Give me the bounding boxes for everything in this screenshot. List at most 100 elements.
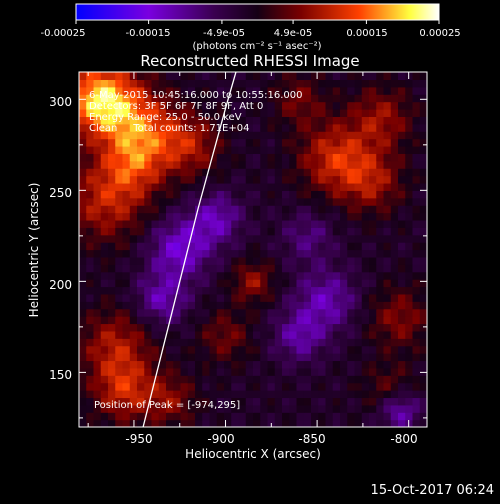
heatmap-cell bbox=[390, 353, 399, 362]
heatmap-cell bbox=[369, 271, 377, 280]
heatmap-cell bbox=[238, 382, 247, 391]
heatmap-cell bbox=[151, 94, 160, 103]
heatmap-cell bbox=[93, 175, 102, 184]
heatmap-cell bbox=[289, 382, 298, 391]
heatmap-cell bbox=[369, 108, 377, 117]
heatmap-cell bbox=[187, 279, 196, 288]
y-tick-label: 150 bbox=[49, 368, 72, 382]
heatmap-cell bbox=[325, 219, 334, 228]
heatmap-cell bbox=[122, 182, 131, 191]
heatmap-cell bbox=[376, 264, 385, 273]
heatmap-cell bbox=[144, 382, 153, 391]
heatmap-cell bbox=[224, 338, 232, 347]
heatmap-cell bbox=[325, 308, 334, 317]
heatmap-cell bbox=[238, 205, 247, 214]
heatmap-cell bbox=[376, 205, 385, 214]
heatmap-cell bbox=[173, 227, 182, 236]
heatmap-cell bbox=[332, 101, 341, 110]
heatmap-cell bbox=[151, 404, 160, 413]
heatmap-cell bbox=[390, 256, 399, 265]
heatmap-cell bbox=[144, 390, 153, 399]
heatmap-cell bbox=[209, 323, 218, 332]
heatmap-cell bbox=[129, 94, 138, 103]
heatmap-cell bbox=[115, 242, 124, 251]
heatmap-cell bbox=[224, 123, 232, 132]
heatmap-cell bbox=[311, 227, 319, 236]
heatmap-cell bbox=[122, 138, 131, 147]
heatmap-cell bbox=[180, 360, 189, 369]
heatmap-cell bbox=[115, 175, 124, 184]
heatmap-cell bbox=[390, 360, 399, 369]
heatmap-cell bbox=[340, 131, 348, 140]
heatmap-cell bbox=[347, 153, 356, 162]
heatmap-cell bbox=[245, 72, 254, 80]
heatmap-cell bbox=[361, 375, 370, 384]
heatmap-cell bbox=[100, 367, 109, 376]
heatmap-cell bbox=[180, 145, 189, 154]
heatmap-cell bbox=[238, 123, 247, 132]
heatmap-cell bbox=[398, 175, 406, 184]
heatmap-cell bbox=[296, 116, 305, 125]
heatmap-cell bbox=[108, 323, 116, 332]
heatmap-cell bbox=[383, 323, 392, 332]
heatmap-cell bbox=[137, 160, 145, 169]
heatmap-cell bbox=[180, 212, 189, 221]
heatmap-cell bbox=[274, 205, 283, 214]
heatmap-cell bbox=[274, 79, 283, 88]
heatmap-cell bbox=[296, 404, 305, 413]
heatmap-cell bbox=[137, 345, 145, 354]
heatmap-cell bbox=[369, 205, 377, 214]
heatmap-cell bbox=[303, 419, 312, 427]
heatmap-cell bbox=[79, 382, 87, 391]
heatmap-cell bbox=[144, 271, 153, 280]
heatmap-cell bbox=[122, 330, 131, 339]
heatmap-cell bbox=[253, 271, 261, 280]
heatmap-cell bbox=[405, 367, 414, 376]
heatmap-cell bbox=[180, 205, 189, 214]
heatmap-cell bbox=[79, 197, 87, 206]
heatmap-cell bbox=[340, 190, 348, 199]
heatmap-cell bbox=[122, 382, 131, 391]
heatmap-cell bbox=[260, 279, 269, 288]
heatmap-cell bbox=[238, 227, 247, 236]
heatmap-cell bbox=[79, 212, 87, 221]
heatmap-cell bbox=[86, 72, 95, 80]
heatmap-cell bbox=[303, 205, 312, 214]
heatmap-cell bbox=[173, 412, 182, 421]
heatmap-cell bbox=[187, 390, 196, 399]
heatmap-cell bbox=[209, 116, 218, 125]
heatmap-cell bbox=[245, 101, 254, 110]
heatmap-cell bbox=[187, 242, 196, 251]
heatmap-cell bbox=[332, 72, 341, 80]
heatmap-cell bbox=[209, 227, 218, 236]
heatmap-cell bbox=[115, 116, 124, 125]
heatmap-cell bbox=[369, 234, 377, 243]
heatmap-cell bbox=[166, 219, 174, 228]
heatmap-cell bbox=[383, 234, 392, 243]
heatmap-cell bbox=[274, 345, 283, 354]
heatmap-cell bbox=[100, 301, 109, 310]
heatmap-cell bbox=[354, 367, 363, 376]
heatmap-cell bbox=[325, 367, 334, 376]
heatmap-cell bbox=[405, 153, 414, 162]
heatmap-cell bbox=[390, 242, 399, 251]
heatmap-cell bbox=[224, 323, 232, 332]
heatmap-cell bbox=[180, 249, 189, 258]
heatmap-cell bbox=[354, 190, 363, 199]
heatmap-cell bbox=[158, 316, 167, 325]
heatmap-cell bbox=[419, 190, 427, 199]
colorbar-tick-label: -0.00025 bbox=[41, 28, 86, 39]
heatmap-cell bbox=[311, 293, 319, 302]
heatmap-cell bbox=[238, 338, 247, 347]
heatmap-cell bbox=[398, 212, 406, 221]
heatmap-cell bbox=[398, 123, 406, 132]
heatmap-cell bbox=[180, 175, 189, 184]
heatmap-cell bbox=[216, 160, 225, 169]
heatmap-cell bbox=[318, 256, 327, 265]
heatmap-cell bbox=[398, 160, 406, 169]
heatmap-cell bbox=[93, 145, 102, 154]
heatmap-cell bbox=[238, 249, 247, 258]
heatmap-cell bbox=[129, 316, 138, 325]
heatmap-cell bbox=[86, 279, 95, 288]
heatmap-cell bbox=[238, 94, 247, 103]
